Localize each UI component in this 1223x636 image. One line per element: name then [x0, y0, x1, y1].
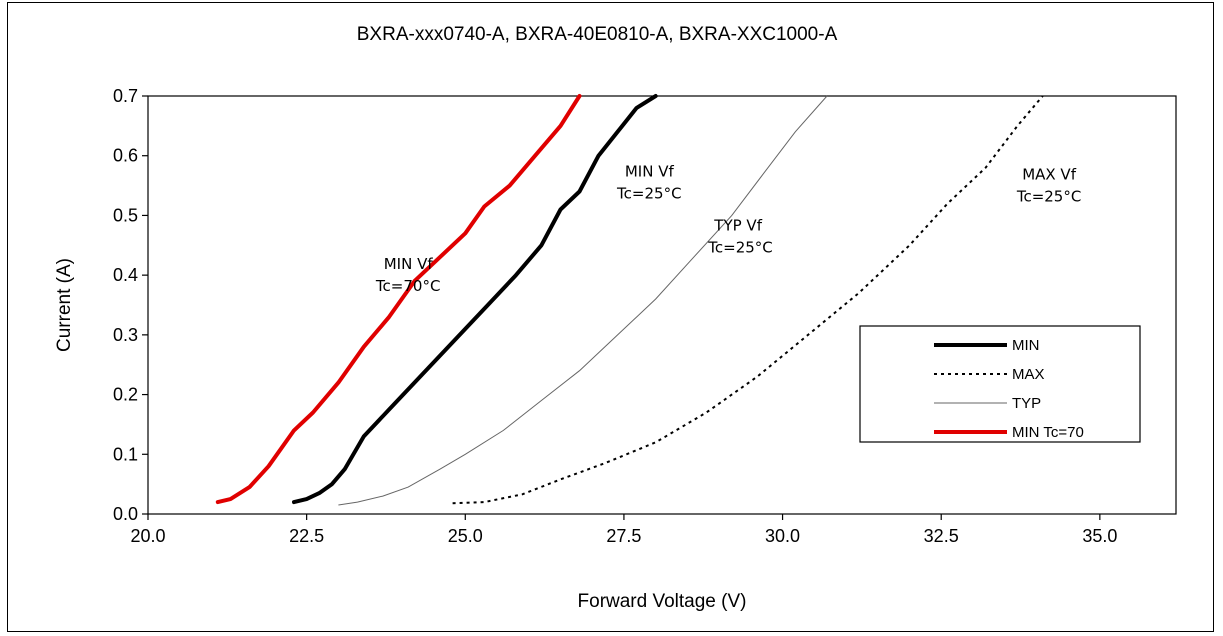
series-line-min	[292, 94, 658, 505]
y-tick-label: 0.7	[113, 86, 138, 106]
legend-label: MIN	[1012, 337, 1040, 354]
x-tick-label: 20.0	[130, 526, 165, 546]
x-tick-label: 22.5	[289, 526, 324, 546]
annotation-label: MIN Vf Tc=70°C	[375, 255, 441, 295]
annotation-line: Tc=25°C	[1016, 188, 1082, 206]
series-layer	[215, 94, 1044, 506]
x-tick-label: 25.0	[448, 526, 483, 546]
annotation-line: MAX Vf	[1022, 166, 1077, 184]
annotation-line: Tc=25°C	[616, 185, 682, 203]
series-line-typ	[338, 95, 828, 506]
annotation-line: Tc=25°C	[704, 238, 773, 256]
x-axis: 20.0 22.5 25.0 27.5 30.0 32.5 35.0	[130, 514, 1117, 546]
x-tick-label: 30.0	[765, 526, 800, 546]
annotation-line: TYP Vf	[713, 216, 762, 234]
annotation-line: MIN Vf	[625, 163, 675, 181]
x-axis-title: Forward Voltage (V)	[578, 591, 747, 612]
x-tick-label: 27.5	[606, 526, 641, 546]
legend-label: TYP	[1012, 395, 1041, 412]
legend-label: MAX	[1012, 366, 1045, 383]
x-tick-label: 32.5	[924, 526, 959, 546]
legend: MIN MAX TYP MIN Tc=70	[859, 325, 1141, 443]
series-line-min-tc-70	[215, 94, 582, 505]
y-tick-label: 0.3	[113, 325, 138, 345]
y-axis-title: Current (A)	[54, 258, 75, 352]
annotation-line: MIN Vf	[384, 255, 434, 273]
y-tick-label: 0.0	[113, 504, 138, 524]
annotation-label: MIN Vf Tc=25°C	[616, 163, 682, 203]
plot-area	[147, 95, 1177, 515]
x-tick-label: 35.0	[1082, 526, 1117, 546]
y-axis: 0.0 0.1 0.2 0.3 0.4 0.5 0.6 0.7	[113, 86, 148, 524]
y-tick-label: 0.4	[113, 265, 138, 285]
legend-label: MIN Tc=70	[1012, 424, 1084, 441]
series-line-max	[452, 95, 1044, 505]
y-tick-label: 0.1	[113, 444, 138, 464]
annotation-line: Tc=70°C	[375, 277, 441, 295]
y-tick-label: 0.2	[113, 385, 138, 405]
annotation-label: TYP Vf Tc=25°C	[704, 216, 773, 256]
annotation-label: MAX Vf Tc=25°C	[1016, 166, 1082, 206]
plot-border	[147, 95, 1177, 515]
y-tick-label: 0.5	[113, 205, 138, 225]
chart-title: BXRA-xxx0740-A, BXRA-40E0810-A, BXRA-XXC…	[357, 24, 838, 45]
y-tick-label: 0.6	[113, 146, 138, 166]
